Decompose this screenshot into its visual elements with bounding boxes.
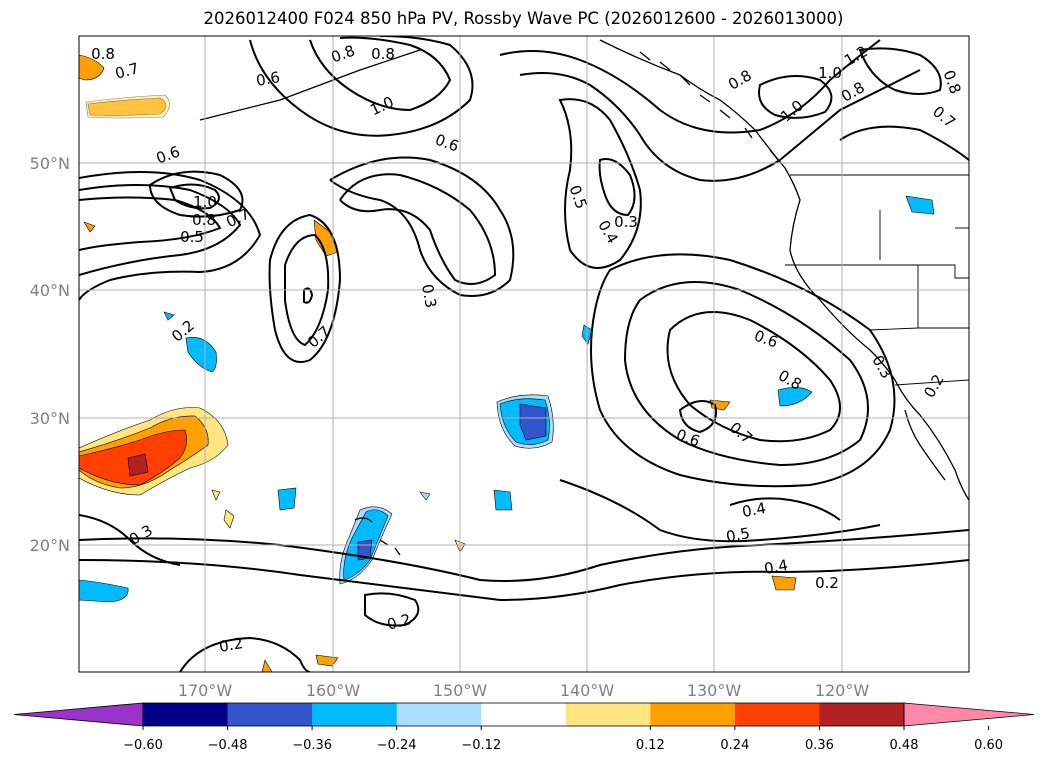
colorbar-tick-label: 0.24 [720, 738, 749, 753]
contour-labels: 0.80.7 0.60.8 0.81.00.60.61.00.8 0.70.50.2 0… [91, 41, 964, 655]
lat-label-20n: 20°N [30, 536, 70, 555]
colorbar-segment [143, 703, 229, 726]
lon-label-160w: 160°W [306, 681, 361, 700]
lat-label-30n: 30°N [30, 409, 70, 428]
contour-label: 0.5 [725, 524, 752, 546]
contour-label: 1.0 [818, 64, 842, 82]
map-graticule [79, 36, 969, 672]
contour-label: 0.6 [674, 425, 703, 450]
anomaly-northwest-positive [79, 54, 105, 81]
contour-label: 0.6 [255, 68, 282, 90]
contour-label: 0.7 [726, 418, 756, 447]
contour-label: 0.3 [418, 283, 440, 310]
pv-contours [79, 36, 969, 672]
map-title: 2026012400 F024 850 hPa PV, Rossby Wave … [203, 9, 844, 28]
map-frame [78, 35, 970, 673]
colorbar-tick-label: 0.36 [805, 738, 834, 753]
colorbar-tick-labels: −0.60 −0.48 −0.36 −0.24 −0.12 0.12 0.24 0.36 0.4… [123, 726, 1003, 753]
lon-label-120w: 120°W [815, 681, 870, 700]
baja-california [904, 409, 946, 481]
colorbar-extend-min [13, 702, 144, 727]
colorbar-tick-label: 0.48 [890, 738, 919, 753]
latitude-labels: 50°N 40°N 30°N 20°N [30, 154, 70, 555]
lon-label-130w: 130°W [687, 681, 742, 700]
colorbar-tick-label: −0.48 [208, 738, 248, 753]
contour-label: 1.0 [367, 93, 396, 119]
political-borders [785, 174, 969, 386]
colorbar-tick-label: 0.60 [974, 738, 1003, 753]
lon-label-170w: 170°W [178, 681, 233, 700]
contour-label: 0.2 [920, 371, 948, 401]
contour-label: 0.3 [614, 213, 638, 231]
contour-label: 0.2 [815, 574, 839, 592]
colorbar-tick-label: −0.60 [123, 738, 163, 753]
contour-label: 0.4 [763, 556, 790, 578]
contour-label: 0.5 [180, 228, 204, 246]
shaded-anomalies [79, 54, 935, 672]
contour-label: 0.7 [929, 102, 959, 131]
colorbar-segment [819, 703, 905, 726]
lat-label-40n: 40°N [30, 281, 70, 300]
lon-label-140w: 140°W [560, 681, 615, 700]
north-american-coast [599, 39, 969, 501]
coastlines [199, 39, 969, 556]
contour-label: 0.8 [91, 45, 115, 63]
colorbar-tick-label: 0.12 [636, 738, 665, 753]
colorbar-extend-max [903, 702, 1035, 727]
contour-label: 0.8 [371, 45, 395, 63]
colorbar-segment [734, 703, 820, 726]
colorbar-frame [142, 702, 905, 727]
colorbar-tick-label: −0.36 [292, 738, 332, 753]
contour-label: 0.7 [113, 59, 141, 83]
contour-label: 0.8 [725, 66, 755, 94]
contour-label: 0.6 [433, 130, 462, 155]
contour-label: 0.2 [218, 634, 245, 656]
colorbar-tick-label: −0.12 [461, 738, 501, 753]
lon-label-150w: 150°W [433, 681, 488, 700]
colorbar-segment [227, 703, 313, 726]
longitude-labels: 170°W 160°W 150°W 140°W 130°W 120°W [178, 681, 870, 700]
contour-label: 0.8 [939, 68, 964, 97]
colorbar-segment [565, 703, 651, 726]
lat-label-50n: 50°N [30, 154, 70, 173]
colorbar-tick-label: −0.24 [377, 738, 417, 753]
map-plot-area: 0.80.7 0.60.8 0.81.00.60.61.00.8 0.70.50.2 0… [79, 36, 969, 672]
contour-label: 0.2 [385, 610, 413, 634]
colorbar-segment [312, 703, 398, 726]
contour-label: 0.7 [223, 205, 252, 231]
colorbar [13, 702, 1035, 727]
contour-label: 0.6 [154, 142, 183, 167]
contour-label: 0.8 [192, 211, 216, 229]
contour-label: 0.8 [838, 78, 868, 106]
alaska-peninsula [199, 49, 421, 121]
contour-label: 0.7 [304, 322, 334, 351]
colorbar-segment [650, 703, 736, 726]
contour-label: 1.0 [193, 193, 217, 211]
colorbar-segment [396, 703, 482, 726]
contour-label: 0.6 [752, 326, 781, 351]
colorbar-segment [481, 703, 567, 726]
contour-label: 0.4 [741, 499, 768, 521]
